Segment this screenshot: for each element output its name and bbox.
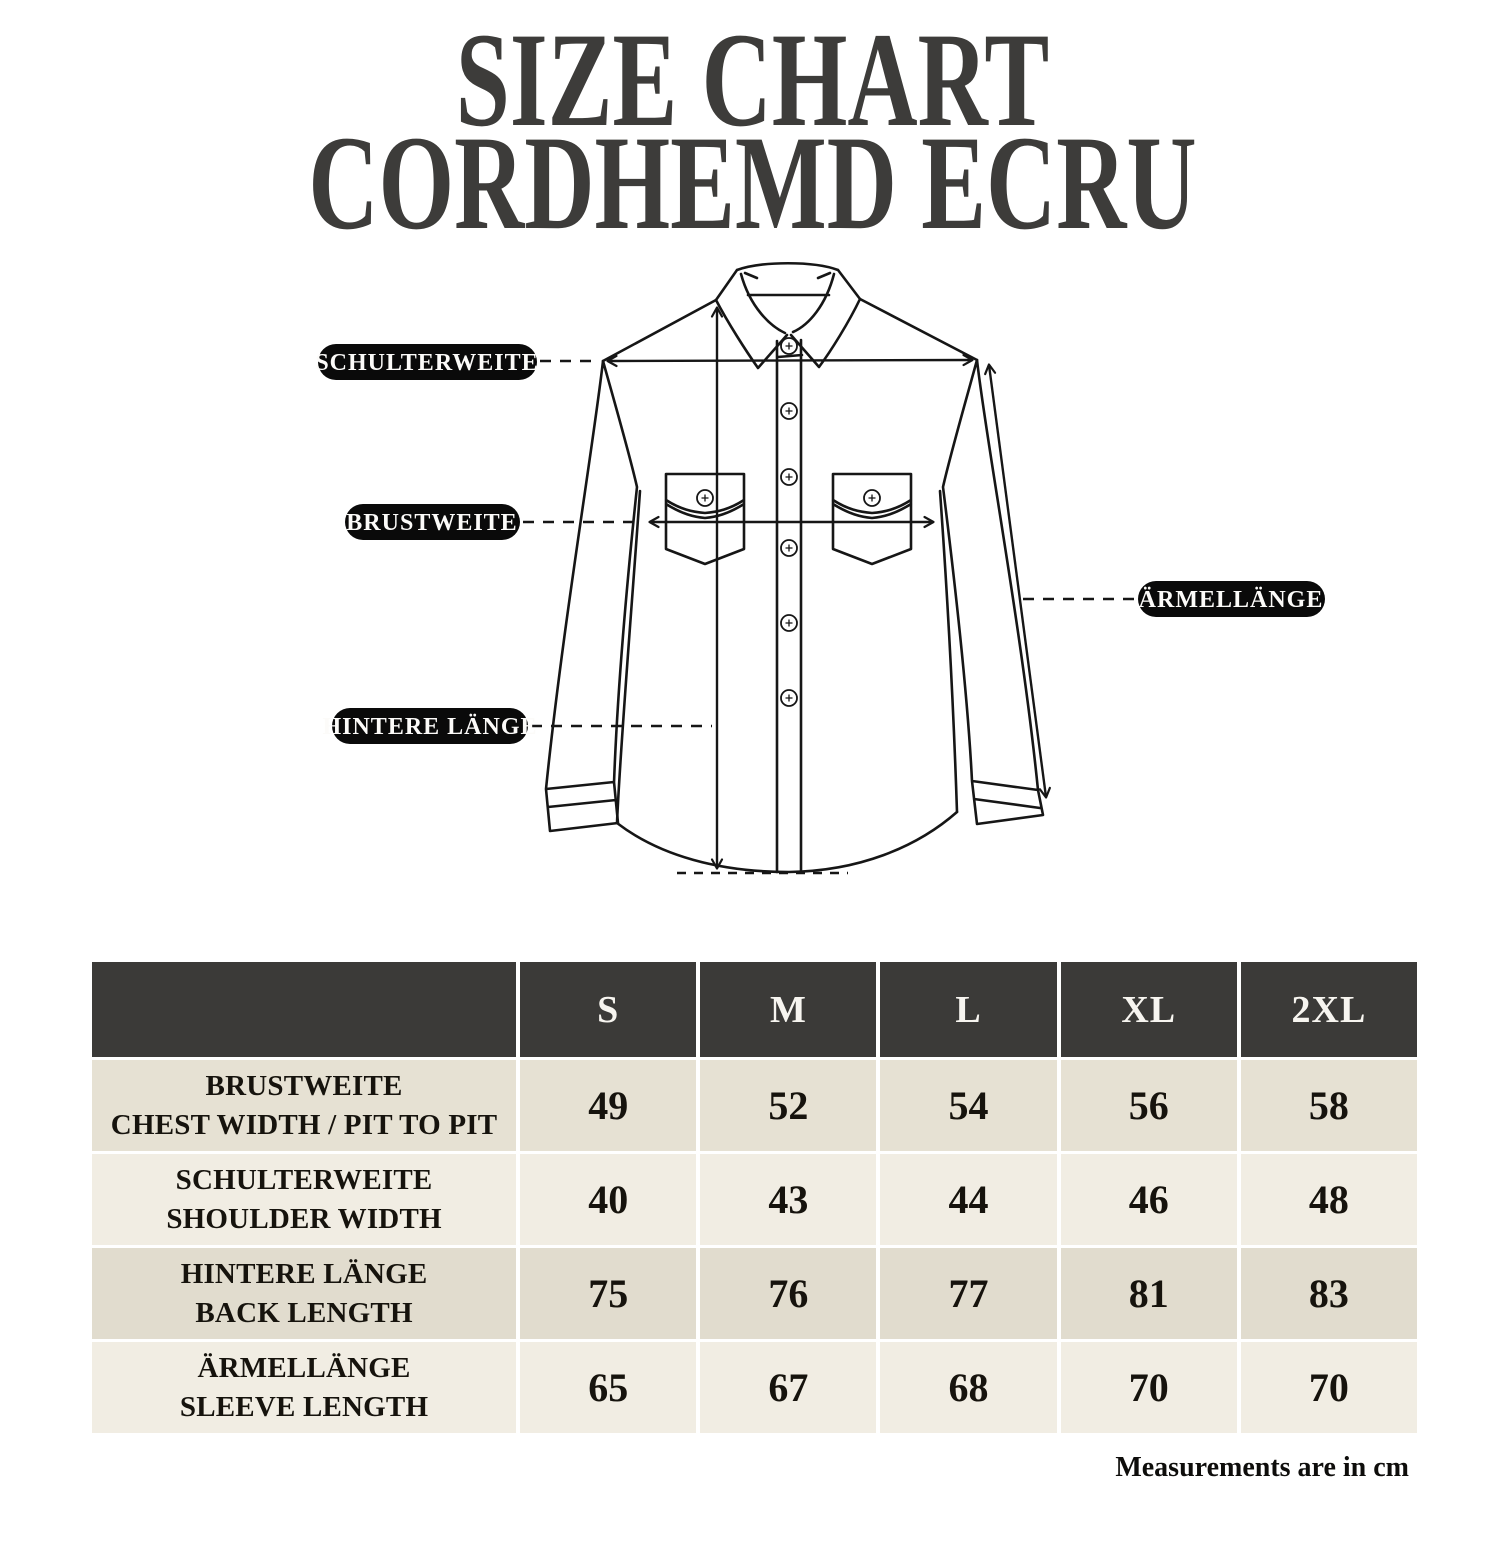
page-title-line2: CORDHEMD ECRU: [308, 108, 1197, 258]
row-label-schulterweite: SCHULTERWEITE SHOULDER WIDTH: [92, 1154, 517, 1246]
size-value-cell: 48: [1240, 1154, 1417, 1246]
aermellaenge-label: ÄRMELLÄNGE: [1139, 587, 1324, 613]
table-row-brustweite: BRUSTWEITE CHEST WIDTH / PIT TO PIT 49 5…: [92, 1060, 1417, 1152]
table-row-aermellaenge: ÄRMELLÄNGE SLEEVE LENGTH 65 67 68 70 70: [92, 1342, 1417, 1434]
button: [780, 614, 798, 633]
size-value-cell: 58: [1240, 1060, 1417, 1152]
row-label-de: HINTERE LÄNGE: [180, 1258, 428, 1291]
body-sides: [615, 489, 959, 825]
size-value-cell: 54: [880, 1060, 1057, 1152]
button: [780, 468, 798, 487]
hintere-laenge-pill: [332, 708, 528, 745]
size-value-cell: 44: [880, 1154, 1057, 1246]
size-value-cell: 52: [700, 1060, 877, 1152]
size-table: S M L XL 2XL BRUSTWEITE CHEST WIDTH / PI…: [88, 959, 1421, 1436]
dashed-connectors: [523, 359, 1135, 875]
row-label-de: BRUSTWEITE: [205, 1070, 403, 1103]
schulterweite-pill: [318, 344, 537, 381]
size-value-cell: 77: [880, 1248, 1057, 1340]
size-value-cell: 76: [700, 1248, 877, 1340]
row-label-en: SLEEVE LENGTH: [179, 1390, 429, 1423]
left-pocket: [664, 472, 746, 566]
shirt-outline: [544, 262, 1045, 874]
button: [780, 539, 798, 558]
header-size-l: L: [880, 962, 1057, 1058]
left-sleeve: [544, 359, 639, 833]
header-size-m: M: [700, 962, 877, 1058]
header-size-s: S: [520, 962, 697, 1058]
size-value-cell: 70: [1060, 1342, 1237, 1434]
row-label-aermellaenge: ÄRMELLÄNGE SLEEVE LENGTH: [92, 1342, 517, 1434]
size-value-cell: 75: [520, 1248, 697, 1340]
right-sleeve: [941, 358, 1045, 826]
size-value-cell: 70: [1240, 1342, 1417, 1434]
table-row-schulterweite: SCHULTERWEITE SHOULDER WIDTH 40 43 44 46…: [92, 1154, 1417, 1246]
row-label-en: SHOULDER WIDTH: [166, 1202, 442, 1235]
page-title-line1: SIZE CHART: [455, 6, 1050, 155]
aermellaenge-pill: [1138, 581, 1325, 618]
right-pocket: [831, 472, 913, 566]
pocket-button: [863, 489, 881, 508]
hem: [615, 810, 959, 874]
collar-inner: [739, 271, 836, 335]
size-table-header-row: S M L XL 2XL: [92, 962, 1417, 1058]
size-value-cell: 46: [1060, 1154, 1237, 1246]
brustweite-pill: [345, 504, 520, 541]
size-value-cell: 56: [1060, 1060, 1237, 1152]
measurement-unit-note: Measurements are in cm: [1115, 1452, 1409, 1484]
size-value-cell: 81: [1060, 1248, 1237, 1340]
hintere-laenge-label: HINTERE LÄNGE: [322, 714, 537, 740]
brustweite-label: BRUSTWEITE: [346, 510, 517, 536]
shirt-buttons: [696, 337, 881, 708]
row-label-en: CHEST WIDTH / PIT TO PIT: [110, 1108, 498, 1141]
collar-flaps: [714, 297, 862, 370]
shirt-diagram-svg: SCHULTERWEITE BRUSTWEITE HINTERE LÄNGE Ä…: [315, 262, 1325, 875]
header-size-2xl: 2XL: [1240, 962, 1417, 1058]
header-empty-cell: [92, 962, 517, 1058]
button: [780, 402, 798, 421]
header-size-xl: XL: [1060, 962, 1237, 1058]
size-value-cell: 65: [520, 1342, 697, 1434]
row-label-de: ÄRMELLÄNGE: [197, 1352, 411, 1385]
table-row-hintere-laenge: HINTERE LÄNGE BACK LENGTH 75 76 77 81 83: [92, 1248, 1417, 1340]
measurement-arrows: [606, 306, 1051, 870]
row-label-en: BACK LENGTH: [195, 1296, 413, 1329]
size-value-cell: 43: [700, 1154, 877, 1246]
collar: [714, 262, 862, 302]
row-label-brustweite: BRUSTWEITE CHEST WIDTH / PIT TO PIT: [92, 1060, 517, 1152]
shoulder-seams: [601, 297, 979, 363]
size-value-cell: 67: [700, 1342, 877, 1434]
button: [780, 689, 798, 708]
row-label-de: SCHULTERWEITE: [175, 1164, 433, 1197]
size-table-wrap: S M L XL 2XL BRUSTWEITE CHEST WIDTH / PI…: [88, 959, 1421, 1436]
size-value-cell: 40: [520, 1154, 697, 1246]
pocket-button: [696, 489, 714, 508]
measurement-labels: SCHULTERWEITE BRUSTWEITE HINTERE LÄNGE Ä…: [315, 344, 1325, 745]
size-value-cell: 68: [880, 1342, 1057, 1434]
size-value-cell: 83: [1240, 1248, 1417, 1340]
page-title: SIZE CHART CORDHEMD ECRU: [0, 0, 1505, 258]
schulterweite-label: SCHULTERWEITE: [315, 350, 538, 376]
shirt-measurement-diagram: SCHULTERWEITE BRUSTWEITE HINTERE LÄNGE Ä…: [0, 241, 1505, 921]
sleeve-length-arrow: [984, 363, 1051, 799]
row-label-hintere-laenge: HINTERE LÄNGE BACK LENGTH: [92, 1248, 517, 1340]
size-value-cell: 49: [520, 1060, 697, 1152]
shoulder-width-arrow: [606, 354, 974, 368]
button: [780, 337, 798, 356]
